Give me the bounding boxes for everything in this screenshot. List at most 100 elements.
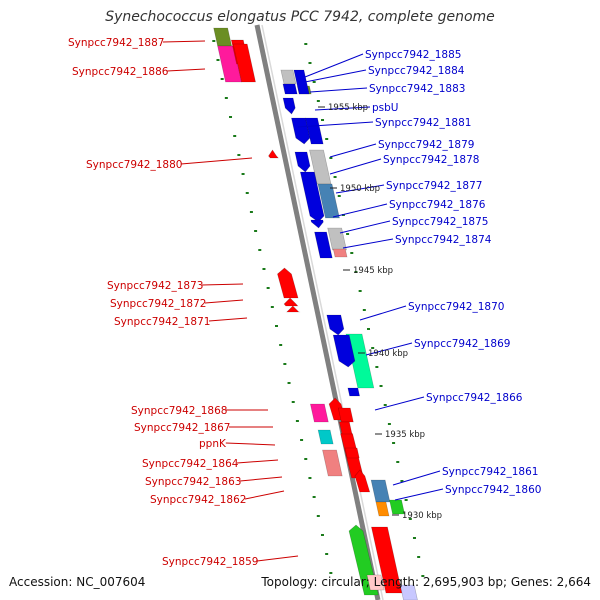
tick-mark [283, 363, 287, 365]
gene-label: Synpcc7942_1869 [414, 338, 510, 350]
gene-label: Synpcc7942_1870 [408, 301, 504, 313]
gene-feature [337, 407, 354, 423]
tick-mark [262, 268, 266, 270]
gene-feature [314, 231, 333, 259]
gene-label: Synpcc7942_1886 [72, 66, 169, 78]
kbp-label: 1940 kbp [368, 349, 408, 359]
gene-label: Synpcc7942_1875 [392, 216, 488, 228]
tick-mark [237, 154, 241, 156]
kbp-label: 1955 kbp [328, 103, 368, 113]
label-leader-line [342, 238, 394, 249]
gene-feature [344, 447, 360, 459]
gene-feature [347, 387, 360, 397]
label-leader-line [374, 396, 425, 411]
tick-mark [212, 40, 216, 42]
gene-feature [286, 305, 301, 313]
tick-mark [362, 309, 366, 311]
tick-mark [216, 59, 220, 61]
label-leader-line [244, 490, 285, 500]
tick-mark [396, 461, 400, 463]
kbp-label: 1950 kbp [340, 184, 380, 194]
genome-backbone [254, 24, 381, 600]
tick-mark [229, 116, 233, 118]
tick-mark [312, 81, 316, 83]
gene-label: psbU [372, 102, 399, 114]
tick-mark [350, 252, 354, 254]
tick-mark [404, 499, 408, 501]
map-title: Synechococcus elongatus PCC 7942, comple… [105, 9, 495, 25]
tick-mark [421, 575, 425, 577]
tick-mark [321, 119, 325, 121]
gene-feature [280, 69, 297, 85]
label-leader-line [201, 283, 244, 286]
tick-mark [408, 518, 412, 520]
gene-feature [370, 479, 391, 503]
label-leader-line [225, 442, 276, 446]
label-leader-line [297, 121, 374, 128]
gene-feature [310, 403, 329, 423]
tick-mark [325, 138, 329, 140]
gene-label: Synpcc7942_1873 [107, 280, 203, 292]
label-leader-line [329, 158, 382, 175]
tick-mark [254, 230, 258, 232]
label-leader-line [166, 68, 206, 72]
tick-mark [312, 496, 316, 498]
gene-feature [345, 333, 375, 389]
gene-label: Synpcc7942_1874 [395, 234, 492, 246]
gene-label: Synpcc7942_1884 [368, 65, 465, 77]
gene-feature [282, 83, 298, 95]
gene-label: Synpcc7942_1868 [131, 405, 227, 417]
gene-label: Synpcc7942_1862 [150, 494, 246, 506]
tick-mark [329, 157, 333, 159]
tick-mark [337, 195, 341, 197]
label-leader-line [162, 40, 206, 43]
tick-mark [308, 477, 312, 479]
gene-labels: Synpcc7942_1887 Synpcc7942_1886 Synpcc7942… [68, 37, 541, 568]
label-leader-line [314, 106, 371, 111]
gene-feature [327, 227, 347, 251]
tick-mark [367, 328, 370, 330]
label-leader-line [304, 69, 367, 83]
label-leader-line [359, 305, 407, 321]
gene-label: Synpcc7942_1877 [386, 180, 482, 192]
tick-mark [279, 344, 283, 346]
gene-label: Synpcc7942_1867 [134, 422, 230, 434]
kbp-label: 1935 kbp [385, 430, 425, 440]
label-leader-line [365, 342, 413, 356]
tick-mark [316, 100, 320, 102]
gene-feature [375, 501, 390, 517]
tick-mark [329, 572, 333, 574]
gene-feature [294, 151, 311, 173]
gene-feature [277, 267, 299, 299]
gene-label: Synpcc7942_1879 [378, 139, 474, 151]
accession-text: Accession: NC_007604 [9, 575, 146, 589]
tick-mark [392, 442, 396, 444]
gene-feature [299, 171, 325, 223]
gene-label: Synpcc7942_1887 [68, 37, 164, 49]
tick-mark [387, 423, 391, 425]
tick-mark [249, 211, 253, 213]
tick-mark [266, 287, 270, 289]
gene-label: Synpcc7942_1861 [442, 466, 538, 478]
gene-feature [332, 248, 348, 258]
kbp-markers: 1955 kbp 1950 kbp 1945 kbp 1940 kbp 1935 kbp… [318, 103, 442, 521]
gene-feature [317, 183, 340, 219]
gene-label: Synpcc7942_1881 [375, 117, 471, 129]
tick-mark [325, 553, 329, 555]
gene-feature [326, 314, 345, 336]
tick-mark [304, 458, 308, 460]
label-leader-line [394, 488, 444, 501]
label-leader-line [304, 53, 364, 78]
tick-mark [320, 534, 324, 536]
gene-feature [399, 584, 418, 600]
label-leader-line [329, 143, 377, 158]
gene-label: Synpcc7942_1871 [114, 316, 210, 328]
tick-mark [304, 43, 308, 45]
label-leader-line [309, 87, 368, 93]
genome-backbone-highlight [261, 24, 384, 600]
tick-mark [220, 78, 224, 80]
tick-mark [245, 192, 249, 194]
tick-mark [233, 135, 237, 137]
tick-mark [300, 439, 304, 441]
gene-feature [282, 97, 296, 115]
